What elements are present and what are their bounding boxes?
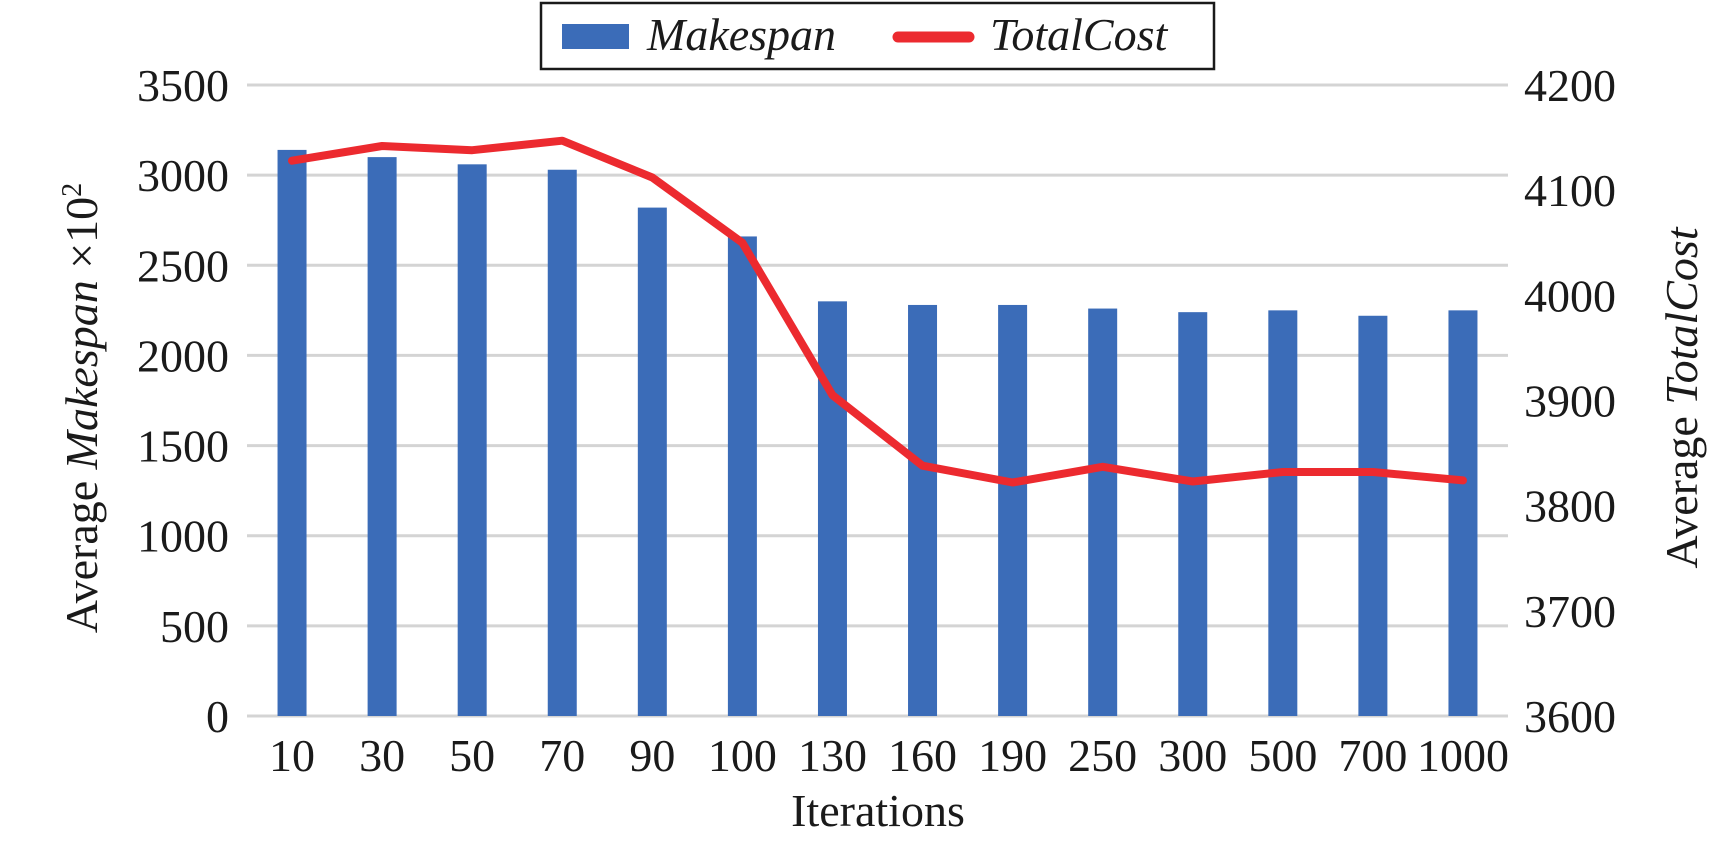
right-y-tick-label: 3900 [1524,376,1616,427]
x-tick-label: 700 [1338,730,1407,781]
x-tick-label: 50 [449,730,495,781]
x-tick-label: 1000 [1417,730,1509,781]
right-y-tick-label: 4100 [1524,165,1616,216]
bar-makespan [1088,308,1118,716]
bar-makespan [908,304,938,716]
legend-label-totalcost: TotalCost [990,9,1169,60]
right-y-axis-title: Average TotalCost [1656,226,1707,568]
left-y-tick-label: 500 [160,601,229,652]
x-axis-title: Iterations [791,785,965,836]
bar-series-makespan [277,149,1478,717]
left-y-tick-label: 1000 [137,511,229,562]
bar-makespan [1268,310,1298,716]
legend: Makespan TotalCost [539,1,1216,71]
bar-makespan [277,149,307,717]
bar-makespan [367,157,397,717]
line-totalcost [288,136,1467,487]
right-y-tick-label: 4000 [1524,270,1616,321]
x-tick-label: 10 [269,730,315,781]
x-tick-label: 100 [708,730,777,781]
x-tick-label: 90 [629,730,675,781]
x-tick-label: 190 [978,730,1047,781]
gridlines [247,83,1508,718]
bar-makespan [727,236,757,716]
x-axis-ticks: 10 30 50 70 90 100 130 160 190 250 300 500 700 1000 [269,730,1509,781]
bar-makespan [1178,312,1208,716]
bar-makespan [1448,310,1478,716]
legend-label-makespan: Makespan [646,9,836,60]
bar-makespan [998,304,1028,716]
left-y-tick-label: 2500 [137,240,229,291]
left-y-tick-label: 2000 [137,330,229,381]
right-y-tick-label: 4200 [1524,60,1616,111]
x-tick-label: 300 [1158,730,1227,781]
left-y-tick-label: 3500 [137,60,229,111]
bar-makespan [1358,315,1388,716]
right-y-tick-label: 3700 [1524,586,1616,637]
bar-makespan [637,207,667,716]
x-tick-label: 160 [888,730,957,781]
bar-makespan [547,169,577,717]
x-tick-label: 130 [798,730,867,781]
right-y-axis-ticks: 3600 3700 3800 3900 4000 4100 4200 [1524,60,1616,742]
right-y-tick-label: 3600 [1524,691,1616,742]
legend-box [539,1,1216,71]
bar-makespan [817,301,847,716]
x-tick-label: 250 [1068,730,1137,781]
line-series-totalcost [288,136,1467,487]
x-tick-label: 30 [359,730,405,781]
left-y-axis-title: Average Makespan ×102 [56,183,107,633]
x-tick-label: 500 [1248,730,1317,781]
right-y-tick-label: 3800 [1524,481,1616,532]
legend-swatch-makespan [562,24,629,49]
left-y-axis-ticks: 0 500 1000 1500 2000 2500 3000 3500 [137,60,229,742]
bar-makespan [457,164,487,717]
x-tick-label: 70 [539,730,585,781]
left-y-tick-label: 3000 [137,150,229,201]
left-y-tick-label: 0 [206,691,229,742]
left-y-tick-label: 1500 [137,421,229,472]
